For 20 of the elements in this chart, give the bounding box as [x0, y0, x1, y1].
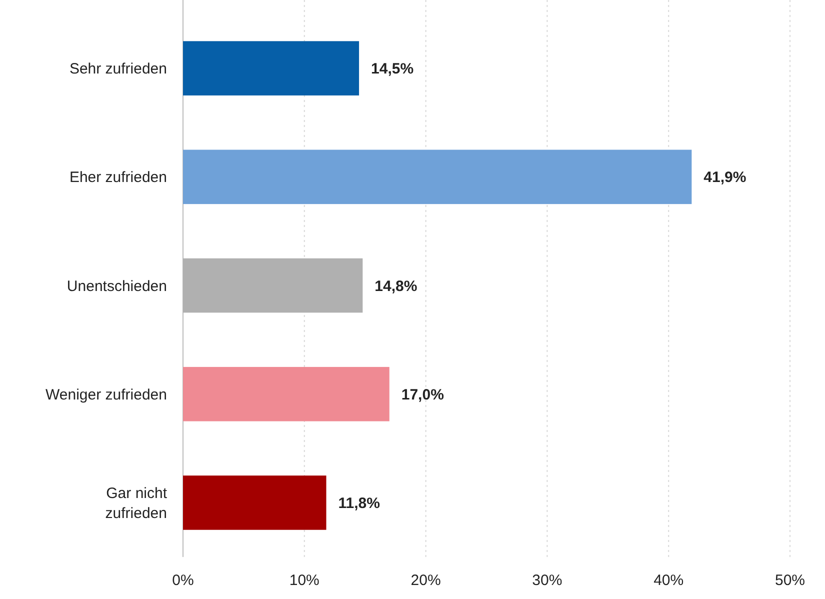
y-tick-label: Eher zufrieden: [69, 169, 167, 186]
y-tick-label: Gar nicht zufrieden: [105, 484, 168, 522]
x-tick-label: 20%: [410, 572, 441, 589]
y-tick-label: Sehr zufrieden: [69, 60, 167, 78]
data-label: 41,9%: [704, 169, 746, 186]
data-label: 14,5%: [371, 60, 414, 78]
x-tick-label: 10%: [289, 572, 320, 589]
y-tick-label: Weniger zufrieden: [46, 386, 167, 404]
bar: [183, 366, 390, 422]
x-tick-label: 0%: [172, 572, 194, 589]
data-label: 11,8%: [338, 494, 380, 512]
y-tick-label: Unentschieden: [66, 278, 167, 295]
x-tick-label: 30%: [532, 572, 562, 589]
bar: [183, 41, 360, 96]
x-tick-label: 50%: [774, 572, 806, 589]
bar: [183, 476, 326, 530]
data-label: 14,8%: [374, 278, 418, 295]
bar: [183, 150, 692, 204]
x-tick-label: 40%: [654, 572, 684, 589]
data-label: 17,0%: [401, 386, 444, 404]
